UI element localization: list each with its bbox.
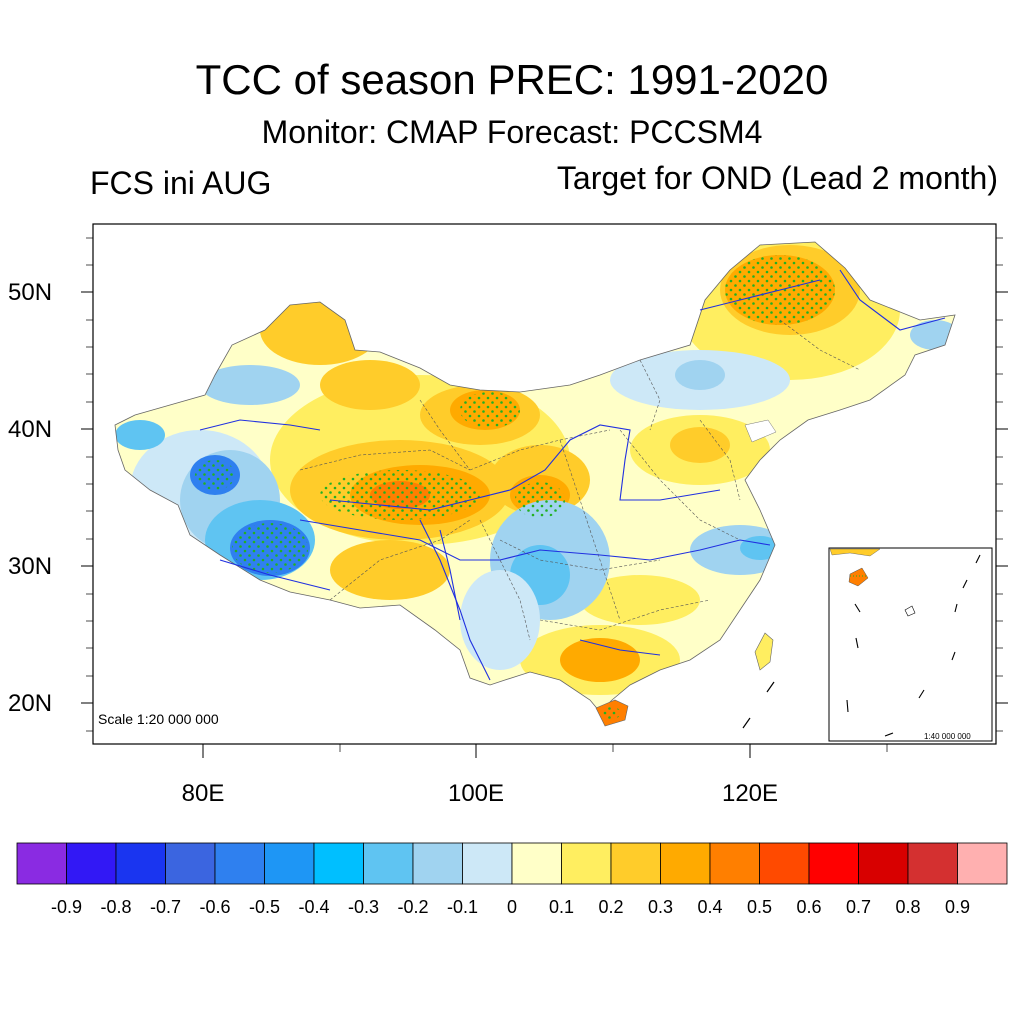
colorbar-box [16,842,67,885]
colorbar-box [759,842,810,885]
colorbar-box [907,842,958,885]
colorbar-box [660,842,711,885]
colorbar-tick-label: 0 [506,897,517,917]
y-tick-label: 20N [8,690,53,717]
colorbar-tick-label: -0.5 [248,897,281,917]
y-tick-label: 30N [8,553,53,580]
colorbar-tick-label: 0.1 [548,897,575,917]
target-season-label: Target for OND (Lead 2 month) [556,160,998,196]
colorbar-tick-label: -0.1 [446,897,479,917]
province-boundaries [299,319,861,641]
axis-ticks [81,291,1008,758]
colorbar-tick-label: 0.3 [647,897,674,917]
x-tick-label: 120E [721,780,779,807]
colorbar-tick-label: -0.4 [298,897,330,917]
x-tick-label: 80E [181,780,225,807]
colorbar-tick-label: -0.6 [199,897,231,917]
colorbar-box [313,842,364,885]
colorbar-tick-label: -0.9 [50,897,83,917]
y-tick-label: 40N [8,416,53,443]
colorbar-box [115,842,166,885]
colorbar-box [709,842,760,885]
y-tick-label: 50N [8,279,53,306]
colorbar-tick-label: -0.7 [149,897,182,917]
colorbar-box [66,842,117,885]
colorbar [16,842,1008,885]
colorbar-box [561,842,612,885]
init-month-label: FCS ini AUG [90,165,272,201]
south-china-sea-inset [828,547,993,742]
colorbar-tick-label: -0.3 [347,897,380,917]
colorbar-tick-label: -0.8 [100,897,132,917]
colorbar-tick-label: 0.5 [746,897,773,917]
taiwan-island [754,632,774,671]
colorbar-box [610,842,661,885]
rivers [199,269,946,681]
colorbar-tick-label: -0.2 [397,897,429,917]
colorbar-tick-label: 0.4 [697,897,723,917]
chart-title: TCC of season PREC: 1991-2020 [195,56,829,103]
china-border [114,241,956,713]
colorbar-box [462,842,513,885]
colorbar-tick-label: 0.6 [796,897,822,917]
map-scale: Scale 1:20 000 000 [98,711,219,727]
colorbar-box [511,842,562,885]
colorbar-tick-label: 0.7 [845,897,872,917]
x-tick-label: 100E [447,780,505,807]
colorbar-box [858,842,909,885]
colorbar-box [214,842,265,885]
chart-subtitle: Monitor: CMAP Forecast: PCCSM4 [261,114,763,150]
colorbar-box [808,842,859,885]
colorbar-box [165,842,216,885]
colorbar-box [363,842,414,885]
dash-line-fragments [742,681,775,729]
colorbar-box [412,842,463,885]
colorbar-tick-label: 0.2 [598,897,624,917]
inset-scale: 1:40 000 000 [924,732,971,741]
colorbar-tick-label: 0.9 [944,897,971,917]
colorbar-tick-label: 0.8 [895,897,921,917]
colorbar-box [264,842,315,885]
colorbar-box [957,842,1008,885]
